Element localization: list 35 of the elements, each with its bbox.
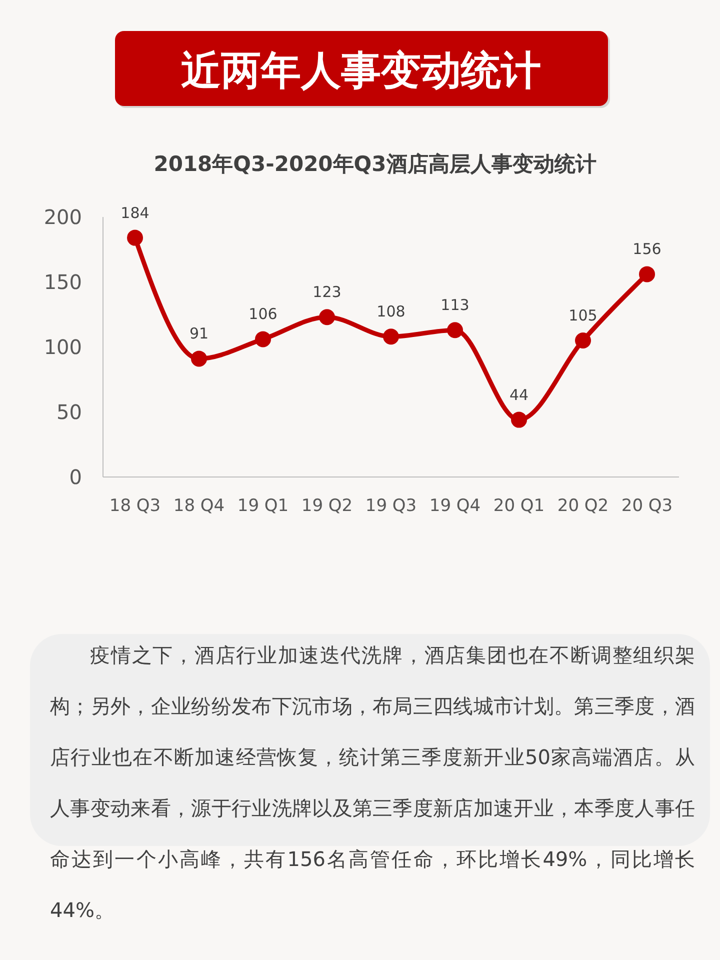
y-tick-label: 50 xyxy=(56,400,82,424)
data-label: 105 xyxy=(568,306,598,324)
data-label: 156 xyxy=(632,240,662,258)
x-tick-label: 19 Q1 xyxy=(237,496,289,516)
point xyxy=(383,328,399,345)
data-label: 106 xyxy=(248,305,278,324)
x-tick-label: 19 Q3 xyxy=(365,496,417,516)
data-label: 108 xyxy=(376,302,406,321)
point xyxy=(511,412,527,428)
text: 疫情之下，酒店行业加速迭代洗牌，酒店集团也在不断调整组织架构；另外，企业纷纷发布下沉市场，布局三四线城市计划。第三季度，酒店行业也在不断加速经营恢复，统计第三季度新开业50家高端酒店。从人事变动来看，源于行业洗牌以及第三季度新店加速开业，本季度人事任命达到一个小高峰，共有156名高管任命，环比增长49%，同比增长44%。 xyxy=(50,643,695,922)
point xyxy=(319,309,335,326)
chart-title: 近两年人事变动统计 xyxy=(181,48,541,94)
data-label: 123 xyxy=(312,283,342,302)
data-label: 184 xyxy=(120,204,150,222)
x-tick-label: 18 Q4 xyxy=(173,496,225,516)
x-tick-label: 19 Q4 xyxy=(429,496,481,516)
y-tick-label: 200 xyxy=(44,205,82,229)
point xyxy=(575,332,591,348)
x-tick-label: 19 Q2 xyxy=(301,496,353,516)
x-tick-label: 20 Q2 xyxy=(557,496,609,516)
point xyxy=(127,230,143,246)
data-label: 113 xyxy=(440,296,470,314)
y-tick-label: 100 xyxy=(44,335,82,359)
y-tick-label: 0 xyxy=(69,465,82,489)
point xyxy=(447,322,463,338)
data-label: 91 xyxy=(189,324,209,343)
x-tick-label: 20 Q1 xyxy=(493,496,545,516)
point xyxy=(191,350,207,367)
y-tick-label: 150 xyxy=(44,270,82,294)
x-tick-label: 20 Q3 xyxy=(621,496,673,516)
point xyxy=(639,266,655,282)
x-tick-label: 18 Q3 xyxy=(109,496,161,516)
data-label: 44 xyxy=(509,386,529,404)
point xyxy=(255,331,271,348)
chart-subtitle: 2018年Q3-2020年Q3酒店高层人事变动统计 xyxy=(154,152,596,176)
